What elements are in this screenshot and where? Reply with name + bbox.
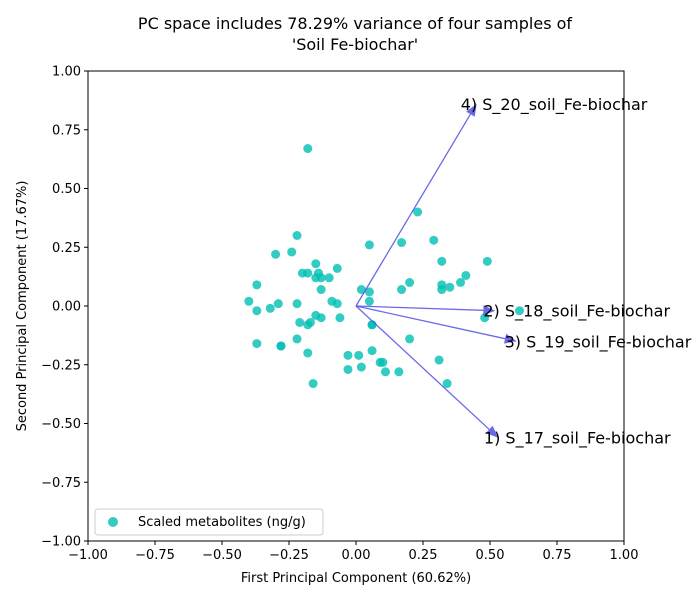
loading-arrow-2 bbox=[355, 305, 484, 311]
data-point bbox=[394, 367, 404, 377]
data-point bbox=[437, 256, 447, 266]
data-point bbox=[303, 144, 313, 154]
data-point bbox=[364, 240, 374, 250]
data-point bbox=[273, 299, 283, 309]
data-point bbox=[434, 355, 444, 365]
data-point bbox=[356, 362, 366, 372]
data-point bbox=[252, 339, 262, 349]
loading-arrow-1 bbox=[355, 305, 490, 430]
data-point bbox=[413, 207, 423, 217]
plot-area: 1) S_17_soil_Fe-biochar 2) S_18_soil_Fe-b… bbox=[244, 95, 692, 449]
data-point bbox=[461, 270, 471, 280]
data-point bbox=[303, 268, 313, 278]
loading-label-1: 1) S_17_soil_Fe-biochar bbox=[484, 429, 671, 449]
data-point bbox=[335, 313, 345, 323]
legend-box bbox=[94, 508, 324, 536]
data-point bbox=[292, 231, 302, 240]
data-point bbox=[405, 334, 415, 344]
data-point bbox=[354, 350, 364, 360]
chart-title: PC space includes 78.29% variance of fou… bbox=[138, 14, 573, 54]
loading-arrowhead-3 bbox=[504, 333, 517, 344]
loading-label-3: 3) S_19_soil_Fe-biochar bbox=[505, 332, 692, 352]
data-point bbox=[244, 296, 254, 306]
x-tick-label: 0.50 bbox=[476, 548, 505, 563]
data-point bbox=[265, 303, 275, 313]
legend-marker bbox=[108, 517, 118, 527]
data-point bbox=[445, 282, 455, 292]
loading-arrowhead-2 bbox=[483, 305, 496, 316]
chart-title-line-1: PC space includes 78.29% variance of fou… bbox=[138, 14, 573, 33]
x-tick-label: −0.25 bbox=[269, 548, 309, 563]
data-point bbox=[252, 280, 262, 290]
data-point bbox=[332, 299, 342, 309]
y-tick-label: 1.00 bbox=[52, 65, 81, 80]
data-point bbox=[292, 334, 302, 344]
x-tick-label: 0.75 bbox=[543, 548, 572, 563]
data-point bbox=[292, 299, 302, 309]
y-axis-ticks: −1.00 −0.75 −0.50 −0.25 0.00 0.25 0.50 0.75 1.00 bbox=[41, 65, 88, 550]
x-tick-label: 1.00 bbox=[610, 548, 639, 563]
data-point bbox=[303, 320, 313, 330]
data-point bbox=[295, 317, 305, 327]
data-point bbox=[303, 348, 313, 358]
x-tick-label: −1.00 bbox=[68, 548, 108, 563]
legend-label: Scaled metabolites (ng/g) bbox=[138, 515, 306, 530]
x-tick-label: 0.25 bbox=[409, 548, 438, 563]
x-axis-ticks: −1.00 −0.75 −0.50 −0.25 0.00 0.25 0.50 0.75 1.00 bbox=[68, 541, 638, 563]
data-point bbox=[429, 235, 439, 245]
y-tick-label: 0.75 bbox=[52, 123, 81, 138]
data-point bbox=[356, 285, 366, 295]
y-tick-label: 0.50 bbox=[52, 182, 81, 197]
y-tick-label: −0.25 bbox=[41, 358, 81, 373]
data-point bbox=[316, 285, 326, 295]
data-point bbox=[380, 367, 390, 377]
data-point bbox=[482, 256, 492, 266]
data-point bbox=[332, 263, 342, 273]
y-tick-label: 0.25 bbox=[52, 241, 81, 256]
data-point bbox=[308, 379, 318, 389]
data-point bbox=[316, 273, 326, 283]
loading-arrow-3 bbox=[355, 305, 506, 340]
x-tick-label: −0.50 bbox=[202, 548, 242, 563]
x-axis-label: First Principal Component (60.62%) bbox=[241, 571, 471, 586]
data-point bbox=[397, 238, 407, 248]
data-point bbox=[367, 346, 377, 356]
data-point bbox=[271, 249, 281, 259]
chart-title-line-2: 'Soil Fe-biochar' bbox=[292, 35, 418, 54]
data-point bbox=[364, 296, 374, 306]
loading-arrow-4 bbox=[355, 113, 472, 307]
data-point bbox=[343, 364, 353, 374]
data-point bbox=[343, 350, 353, 360]
data-point bbox=[456, 278, 466, 287]
y-tick-label: −0.75 bbox=[41, 476, 81, 491]
y-axis-label: Second Principal Component (17.67%) bbox=[15, 181, 30, 432]
loading-arrowhead-4 bbox=[466, 103, 477, 117]
data-point bbox=[442, 379, 452, 389]
data-point bbox=[375, 357, 385, 367]
data-point bbox=[437, 285, 447, 295]
loading-arrowhead-1 bbox=[485, 425, 499, 438]
data-point bbox=[311, 259, 321, 269]
data-point bbox=[397, 285, 407, 295]
data-point bbox=[364, 287, 374, 297]
x-tick-label: −0.75 bbox=[135, 548, 175, 563]
data-point bbox=[316, 313, 326, 323]
x-tick-label: 0.00 bbox=[342, 548, 371, 563]
data-point bbox=[287, 247, 297, 257]
loading-label-2: 2) S_18_soil_Fe-biochar bbox=[483, 302, 670, 322]
data-point bbox=[480, 313, 490, 323]
y-tick-label: 0.00 bbox=[52, 300, 81, 315]
data-point bbox=[405, 278, 415, 287]
data-point bbox=[324, 273, 334, 283]
loading-label-4: 4) S_20_soil_Fe-biochar bbox=[461, 95, 648, 115]
data-point bbox=[514, 306, 524, 316]
legend: Scaled metabolites (ng/g) bbox=[94, 508, 324, 536]
y-tick-label: −0.50 bbox=[41, 417, 81, 432]
y-tick-label: −1.00 bbox=[41, 535, 81, 550]
data-point bbox=[276, 341, 286, 351]
data-point bbox=[252, 306, 262, 316]
